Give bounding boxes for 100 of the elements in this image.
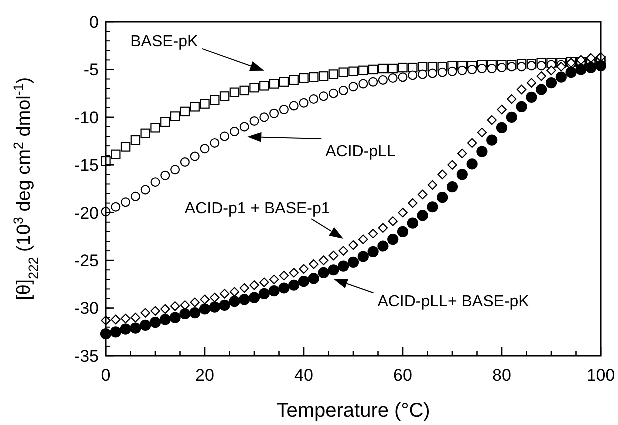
- point: [487, 115, 497, 126]
- point: [220, 132, 230, 142]
- y-tick-label: -5: [84, 60, 99, 80]
- point: [378, 240, 389, 252]
- y-tick-label: 0: [90, 12, 99, 32]
- point: [448, 66, 458, 76]
- point: [121, 198, 131, 208]
- point: [507, 94, 517, 104]
- x-tick-label: 80: [492, 366, 512, 385]
- point: [388, 234, 399, 246]
- point: [160, 314, 171, 326]
- point: [230, 88, 240, 98]
- point: [111, 202, 121, 212]
- point: [438, 170, 448, 180]
- point: [239, 294, 250, 306]
- point: [586, 53, 596, 64]
- point: [408, 70, 418, 80]
- point: [209, 302, 220, 313]
- point: [190, 298, 200, 308]
- point: [111, 150, 121, 160]
- point: [358, 66, 368, 76]
- y-tick-label: -30: [74, 299, 99, 318]
- point: [279, 105, 289, 115]
- point: [348, 66, 358, 76]
- point: [418, 70, 428, 80]
- point: [576, 64, 587, 76]
- point: [278, 282, 290, 294]
- point: [248, 292, 260, 304]
- point: [348, 82, 358, 92]
- point: [279, 270, 290, 281]
- point: [229, 296, 240, 308]
- point: [260, 81, 270, 91]
- point: [130, 192, 140, 202]
- point: [120, 142, 131, 152]
- point: [358, 251, 369, 262]
- point: [220, 92, 230, 102]
- point: [268, 286, 280, 297]
- point: [448, 160, 458, 170]
- point: [120, 314, 131, 324]
- point: [219, 300, 230, 311]
- point: [170, 165, 180, 175]
- point: [170, 312, 181, 324]
- point: [348, 256, 360, 268]
- point: [428, 68, 438, 78]
- x-axis-title: Temperature (°C): [276, 400, 430, 422]
- point: [230, 287, 240, 297]
- point: [258, 288, 270, 300]
- point: [289, 101, 299, 111]
- point: [438, 68, 448, 78]
- point: [408, 62, 418, 73]
- point: [358, 234, 368, 244]
- point: [170, 302, 180, 312]
- point: [180, 308, 191, 320]
- point: [289, 268, 299, 278]
- point: [408, 198, 418, 208]
- point: [150, 306, 160, 316]
- point: [319, 92, 329, 102]
- point: [517, 62, 527, 72]
- point: [328, 88, 338, 98]
- y-tick-label: -10: [74, 108, 99, 128]
- point: [566, 67, 577, 78]
- point: [536, 72, 546, 82]
- x-tick-label: 40: [294, 366, 314, 385]
- point: [418, 190, 428, 200]
- point: [180, 158, 190, 168]
- point: [140, 308, 150, 318]
- point: [368, 64, 378, 75]
- point: [160, 117, 170, 128]
- point: [477, 128, 488, 138]
- point: [458, 148, 468, 159]
- point: [318, 267, 330, 279]
- point: [407, 218, 418, 229]
- point: [220, 289, 230, 299]
- point: [318, 256, 329, 266]
- point: [210, 138, 220, 148]
- point: [338, 246, 348, 256]
- text: BASE-pK: [130, 34, 199, 51]
- point: [309, 72, 319, 82]
- point: [190, 152, 200, 162]
- point: [497, 104, 507, 115]
- point: [250, 116, 260, 126]
- y-tick-label: -20: [74, 204, 99, 223]
- point: [388, 216, 398, 226]
- point: [496, 122, 508, 134]
- point: [486, 134, 498, 146]
- point: [279, 77, 290, 87]
- point: [250, 82, 260, 93]
- point: [150, 317, 162, 328]
- x-tick-label: 20: [196, 366, 214, 385]
- point: [526, 78, 537, 88]
- point: [140, 320, 152, 332]
- point: [487, 64, 497, 74]
- point: [120, 324, 132, 335]
- point: [456, 169, 468, 180]
- point: [130, 312, 141, 323]
- point: [398, 62, 408, 73]
- point: [308, 273, 320, 284]
- point: [240, 122, 250, 132]
- point: [348, 240, 358, 250]
- point: [269, 79, 280, 89]
